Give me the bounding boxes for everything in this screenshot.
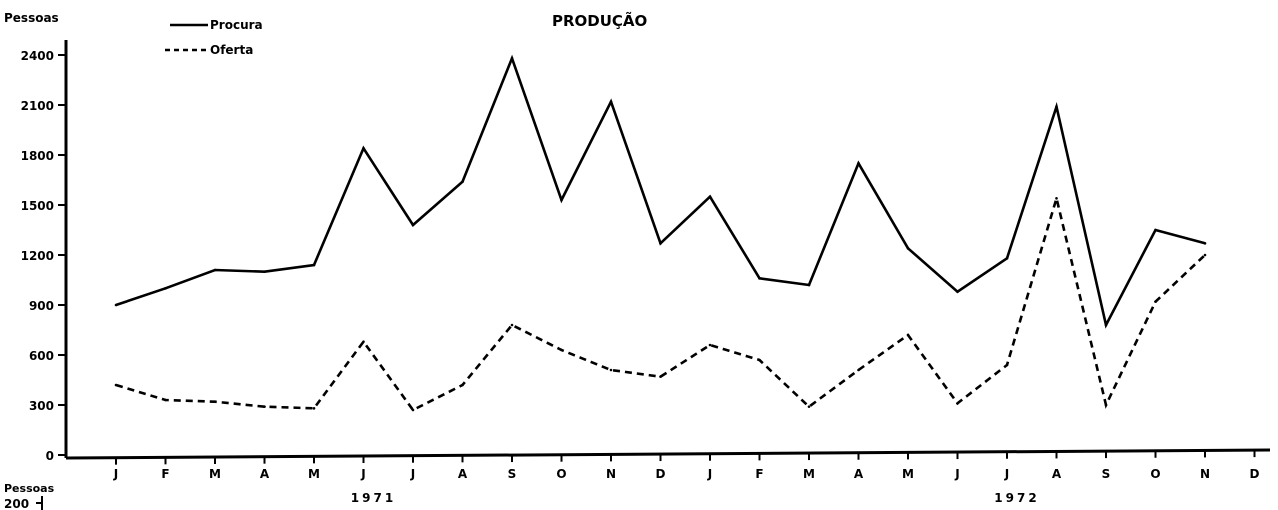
title-text: PRODUÇÃO — [552, 11, 647, 30]
data-point-procura — [758, 277, 761, 280]
x-tick-label: J — [410, 467, 415, 481]
x-tick-label: A — [260, 467, 270, 481]
data-point-procura — [857, 162, 860, 165]
data-point-oferta — [1055, 197, 1058, 200]
data-point-oferta — [114, 383, 118, 387]
x-tick-label: F — [755, 467, 763, 481]
x-tick-label: J — [360, 467, 365, 481]
x-tick-label: J — [1004, 467, 1009, 481]
y-tick-label: 1800 — [21, 149, 54, 163]
data-point-oferta — [956, 402, 959, 405]
data-point-oferta — [213, 400, 217, 403]
data-point-procura — [1055, 105, 1058, 108]
x-tick-label: M — [902, 467, 914, 481]
data-point-oferta — [461, 383, 464, 387]
y-tick-label: 2100 — [21, 99, 54, 113]
data-point-procura — [1104, 323, 1108, 327]
y-tick-label: 1200 — [21, 249, 54, 263]
y-tick-label: 900 — [29, 299, 54, 313]
data-point-procura — [1154, 228, 1157, 232]
y-tick-label: 0 — [46, 449, 54, 463]
x-tick-label: D — [1250, 467, 1260, 481]
legend: Procura Oferta — [165, 18, 263, 57]
year-labels: 1971 1972 — [351, 491, 1039, 505]
data-point-procura — [1005, 257, 1009, 260]
data-point-oferta — [312, 407, 316, 410]
data-point-oferta — [1203, 253, 1207, 257]
legend-label-oferta: Oferta — [210, 43, 253, 57]
y-tick-label: 1500 — [21, 199, 54, 213]
data-point-oferta — [807, 405, 811, 408]
data-point-procura — [411, 223, 415, 227]
y-tick-label: 600 — [29, 349, 54, 363]
data-point-procura — [609, 100, 613, 103]
data-point-procura — [510, 57, 514, 60]
data-point-procura — [312, 263, 316, 267]
x-tick-label: F — [161, 467, 169, 481]
data-point-oferta — [362, 340, 365, 343]
x-tick-label: O — [1150, 467, 1160, 481]
data-point-procura — [708, 195, 712, 198]
bottom-fragment: Pessoas 200 — [4, 482, 55, 510]
x-tick-label: J — [113, 467, 118, 481]
x-tick-label: D — [656, 467, 666, 481]
series-line-procura — [115, 54, 1206, 329]
data-point-oferta — [510, 323, 514, 327]
bottom-y-label: Pessoas — [4, 482, 55, 495]
x-tick-label: M — [209, 467, 221, 481]
data-point-oferta — [1104, 403, 1108, 407]
x-tick-label: J — [707, 467, 712, 481]
chart-title: PRODUÇÃO — [552, 11, 647, 30]
y-ticks: 2400 2100 1800 1500 1200 900 600 300 0 — [21, 49, 66, 463]
year-label: 1972 — [994, 491, 1039, 505]
data-point-oferta — [906, 333, 910, 337]
data-point-procura — [1203, 242, 1207, 245]
x-tick-label: A — [458, 467, 468, 481]
y-tick-label: 2400 — [21, 49, 54, 63]
data-point-procura — [659, 242, 662, 245]
legend-label-procura: Procura — [210, 18, 263, 32]
year-label: 1971 — [351, 491, 396, 505]
data-point-oferta — [263, 405, 266, 408]
data-point-procura — [362, 147, 365, 150]
data-point-oferta — [609, 368, 613, 372]
data-point-oferta — [1154, 300, 1157, 303]
x-tick-label: N — [1200, 467, 1210, 481]
data-point-oferta — [411, 408, 415, 412]
x-tick-label: S — [508, 467, 517, 481]
data-point-procura — [461, 180, 464, 183]
x-tick-label: N — [606, 467, 616, 481]
x-tick-label: O — [556, 467, 566, 481]
bottom-tick-label: 200 — [4, 497, 29, 510]
data-point-oferta — [659, 375, 662, 378]
x-tick-label: M — [803, 467, 815, 481]
series-line-oferta — [115, 193, 1206, 412]
x-tick-label: M — [308, 467, 320, 481]
data-point-procura — [263, 270, 266, 273]
x-tick-label: A — [854, 467, 864, 481]
data-point-procura — [560, 198, 563, 202]
data-point-oferta — [164, 398, 167, 402]
data-point-oferta — [708, 343, 712, 347]
series-layer — [114, 54, 1207, 412]
data-point-oferta — [758, 358, 761, 362]
y-axis-label: Pessoas — [4, 11, 59, 25]
y-tick-label: 300 — [29, 399, 54, 413]
data-point-procura — [213, 268, 217, 272]
x-tick-label: S — [1102, 467, 1111, 481]
data-point-procura — [956, 290, 959, 293]
x-tick-label: A — [1052, 467, 1062, 481]
data-point-oferta — [857, 368, 860, 372]
data-point-oferta — [1005, 363, 1009, 367]
x-tick-label: J — [954, 467, 959, 481]
data-point-procura — [164, 287, 167, 290]
data-point-oferta — [560, 348, 563, 352]
data-point-procura — [807, 283, 811, 287]
data-point-procura — [906, 247, 910, 250]
axes — [64, 40, 1271, 460]
data-point-procura — [114, 303, 118, 307]
x-axis-line — [65, 448, 1271, 460]
